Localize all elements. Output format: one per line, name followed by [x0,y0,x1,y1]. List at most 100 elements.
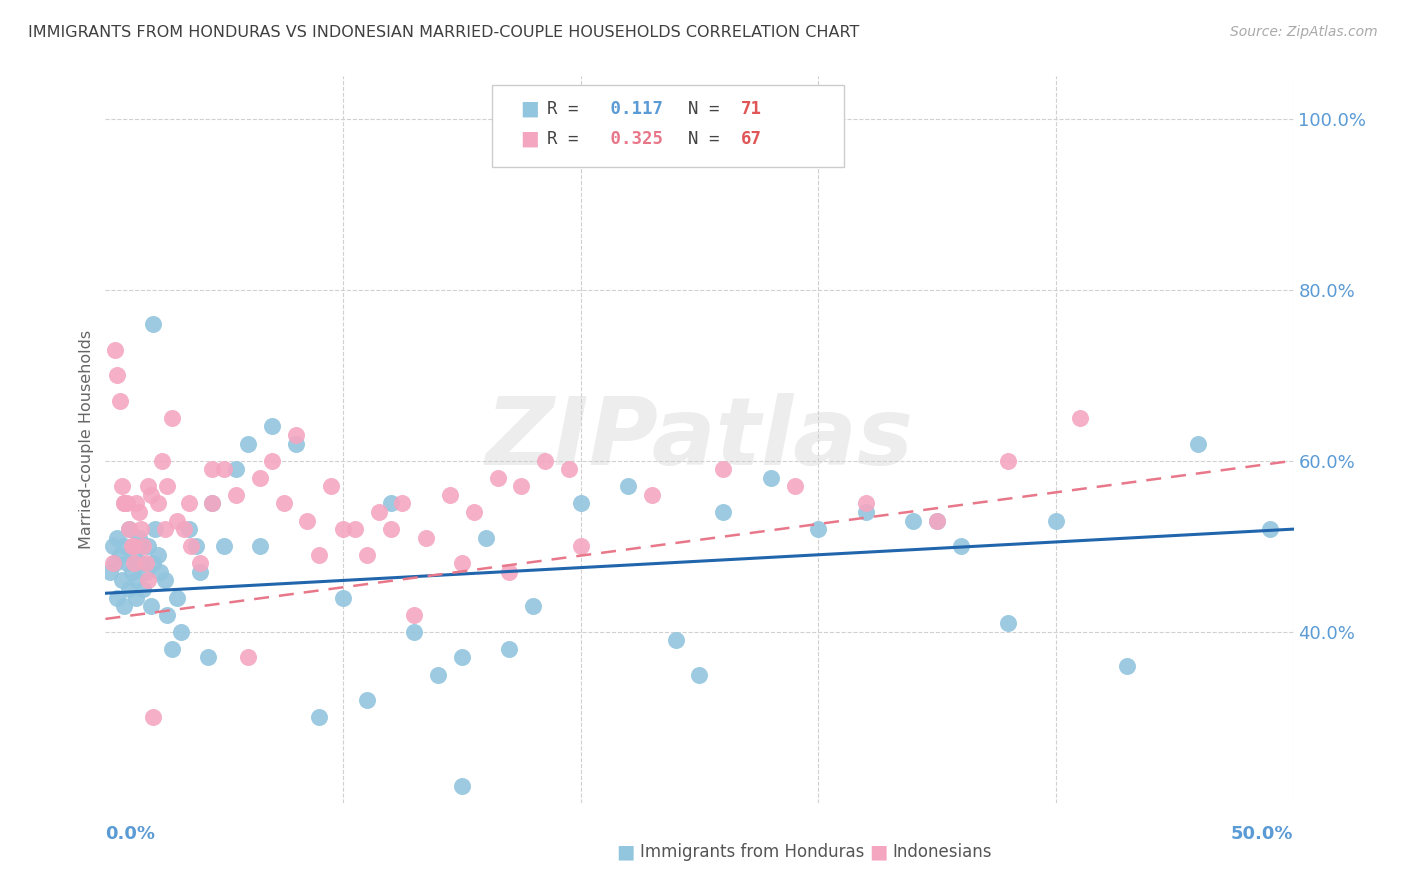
Point [367,505,389,519]
Point [522,599,544,613]
Point [153,574,176,588]
Point [142,317,165,331]
Point [160,641,183,656]
Point [105,368,128,383]
Point [149,565,172,579]
Y-axis label: Married-couple Households: Married-couple Households [79,330,94,549]
Point [641,488,664,502]
Point [201,462,224,476]
Text: IMMIGRANTS FROM HONDURAS VS INDONESIAN MARRIED-COUPLE HOUSEHOLDS CORRELATION CHA: IMMIGRANTS FROM HONDURAS VS INDONESIAN M… [28,25,859,40]
Point [297,514,319,528]
Point [903,514,925,528]
Point [380,496,402,510]
Point [463,505,485,519]
Point [184,539,207,553]
Point [146,548,169,562]
Point [474,531,496,545]
Point [111,574,134,588]
Point [177,522,200,536]
Point [558,462,581,476]
Point [114,539,136,553]
Point [391,496,413,510]
Point [783,479,806,493]
Point [450,650,472,665]
Point [114,599,136,613]
Point [1045,514,1067,528]
Point [135,565,157,579]
Point [689,667,711,681]
Point [201,496,224,510]
Point [125,591,148,605]
Point [308,548,330,562]
Point [125,496,148,510]
Point [190,557,212,571]
Point [450,779,472,793]
Point [121,565,143,579]
Point [180,539,202,553]
Point [128,505,150,519]
Point [101,539,124,553]
Point [170,624,193,639]
Text: N =: N = [688,100,730,118]
Point [273,496,295,510]
Point [498,641,520,656]
Text: Source: ZipAtlas.com: Source: ZipAtlas.com [1230,25,1378,39]
Point [153,522,176,536]
Point [121,539,143,553]
Point [415,531,437,545]
Text: 71: 71 [741,100,762,118]
Point [1187,436,1209,450]
Point [450,557,472,571]
Point [156,607,179,622]
Point [122,548,145,562]
Point [1069,411,1091,425]
Point [166,514,188,528]
Point [142,710,165,724]
Point [356,548,378,562]
Point [284,436,307,450]
Point [104,557,127,571]
Point [711,505,734,519]
Point [759,471,782,485]
Point [1258,522,1281,536]
Text: ▪: ▪ [519,95,540,123]
Point [855,496,877,510]
Point [136,479,159,493]
Text: 0.117: 0.117 [600,100,664,118]
Text: ▪: ▪ [519,125,540,153]
Point [997,616,1019,631]
Point [1116,659,1139,673]
Point [201,496,224,510]
Point [249,471,271,485]
Point [152,453,174,467]
Point [101,557,124,571]
Point [510,479,533,493]
Point [925,514,948,528]
Point [173,522,195,536]
Point [236,650,259,665]
Text: R =: R = [547,100,589,118]
Point [115,496,138,510]
Point [260,419,283,434]
Point [122,557,145,571]
Point [128,531,150,545]
Point [439,488,461,502]
Text: N =: N = [688,130,730,148]
Text: R =: R = [547,130,589,148]
Point [284,428,307,442]
Point [404,607,426,622]
Point [98,565,121,579]
Point [190,565,212,579]
Point [114,496,136,510]
Point [132,539,155,553]
Point [129,522,152,536]
Text: 0.0%: 0.0% [105,825,156,843]
Point [129,557,152,571]
Point [105,531,128,545]
Point [711,462,734,476]
Point [308,710,330,724]
Point [332,591,354,605]
Point [104,343,127,357]
Point [115,557,138,571]
Point [143,522,166,536]
